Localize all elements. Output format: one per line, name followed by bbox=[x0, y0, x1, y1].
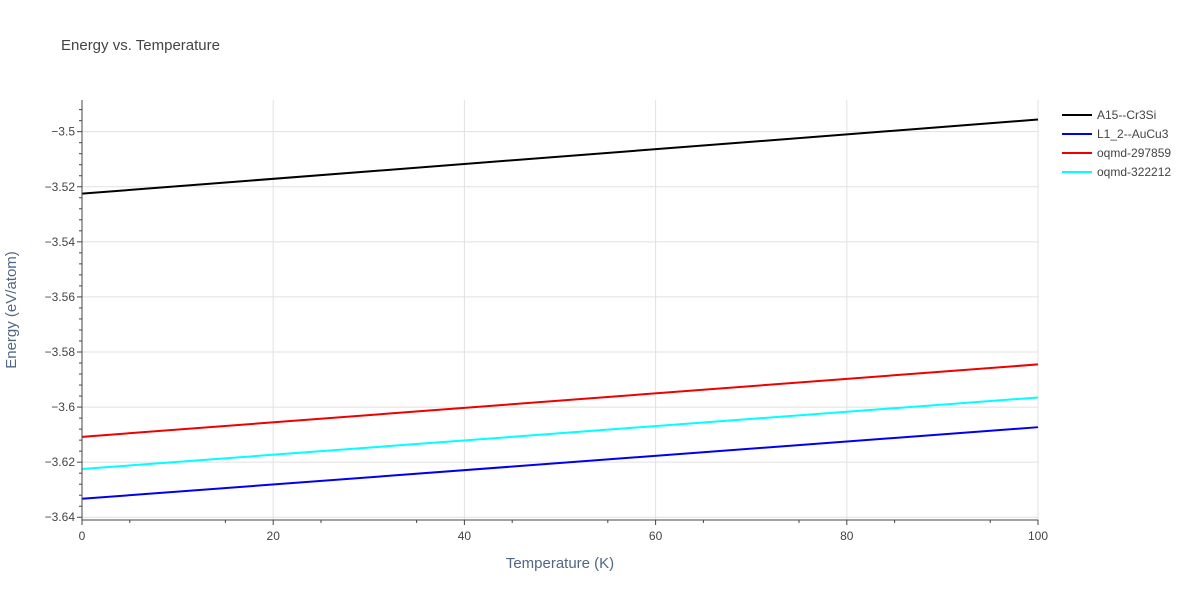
series-layer bbox=[81, 118, 1039, 500]
legend-label: A15--Cr3Si bbox=[1097, 108, 1156, 122]
axis-layer: 0 20 40 60 80 100 −3.64 −3.62 −3.6 −3.58 −3.56 −3.5… bbox=[45, 100, 1048, 543]
legend-label: oqmd-297859 bbox=[1097, 146, 1171, 160]
y-tick-label: −3.54 bbox=[45, 235, 76, 249]
series-line bbox=[81, 118, 1039, 195]
x-tick-label: 80 bbox=[840, 529, 854, 543]
x-axis-label: Temperature (K) bbox=[506, 555, 614, 572]
y-axis-label: Energy (eV/atom) bbox=[3, 251, 20, 369]
legend-label: L1_2--AuCu3 bbox=[1097, 127, 1169, 141]
x-tick-label: 20 bbox=[267, 529, 281, 543]
x-tick-label: 60 bbox=[649, 529, 663, 543]
x-tick-label: 100 bbox=[1028, 529, 1048, 543]
y-tick-label: −3.52 bbox=[45, 180, 76, 194]
y-tick-label: −3.56 bbox=[45, 290, 76, 304]
grid-layer bbox=[82, 100, 1039, 520]
series-line bbox=[81, 363, 1039, 438]
y-tick-label: −3.64 bbox=[45, 510, 76, 524]
legend[interactable]: A15--Cr3Si L1_2--AuCu3 oqmd-297859 oqmd-322… bbox=[1062, 108, 1171, 179]
y-tick-label: −3.58 bbox=[45, 345, 76, 359]
y-tick-label: −3.6 bbox=[51, 400, 75, 414]
series-line bbox=[81, 396, 1039, 471]
chart-title: Energy vs. Temperature bbox=[61, 37, 220, 54]
legend-item[interactable]: oqmd-297859 bbox=[1062, 146, 1171, 160]
series-line bbox=[81, 426, 1039, 500]
legend-item[interactable]: oqmd-322212 bbox=[1062, 165, 1171, 179]
legend-item[interactable]: A15--Cr3Si bbox=[1062, 108, 1156, 122]
legend-item[interactable]: L1_2--AuCu3 bbox=[1062, 127, 1169, 141]
x-tick-label: 0 bbox=[79, 529, 86, 543]
y-tick-label: −3.5 bbox=[51, 125, 75, 139]
y-tick-label: −3.62 bbox=[45, 455, 76, 469]
x-tick-label: 40 bbox=[458, 529, 472, 543]
legend-label: oqmd-322212 bbox=[1097, 165, 1171, 179]
